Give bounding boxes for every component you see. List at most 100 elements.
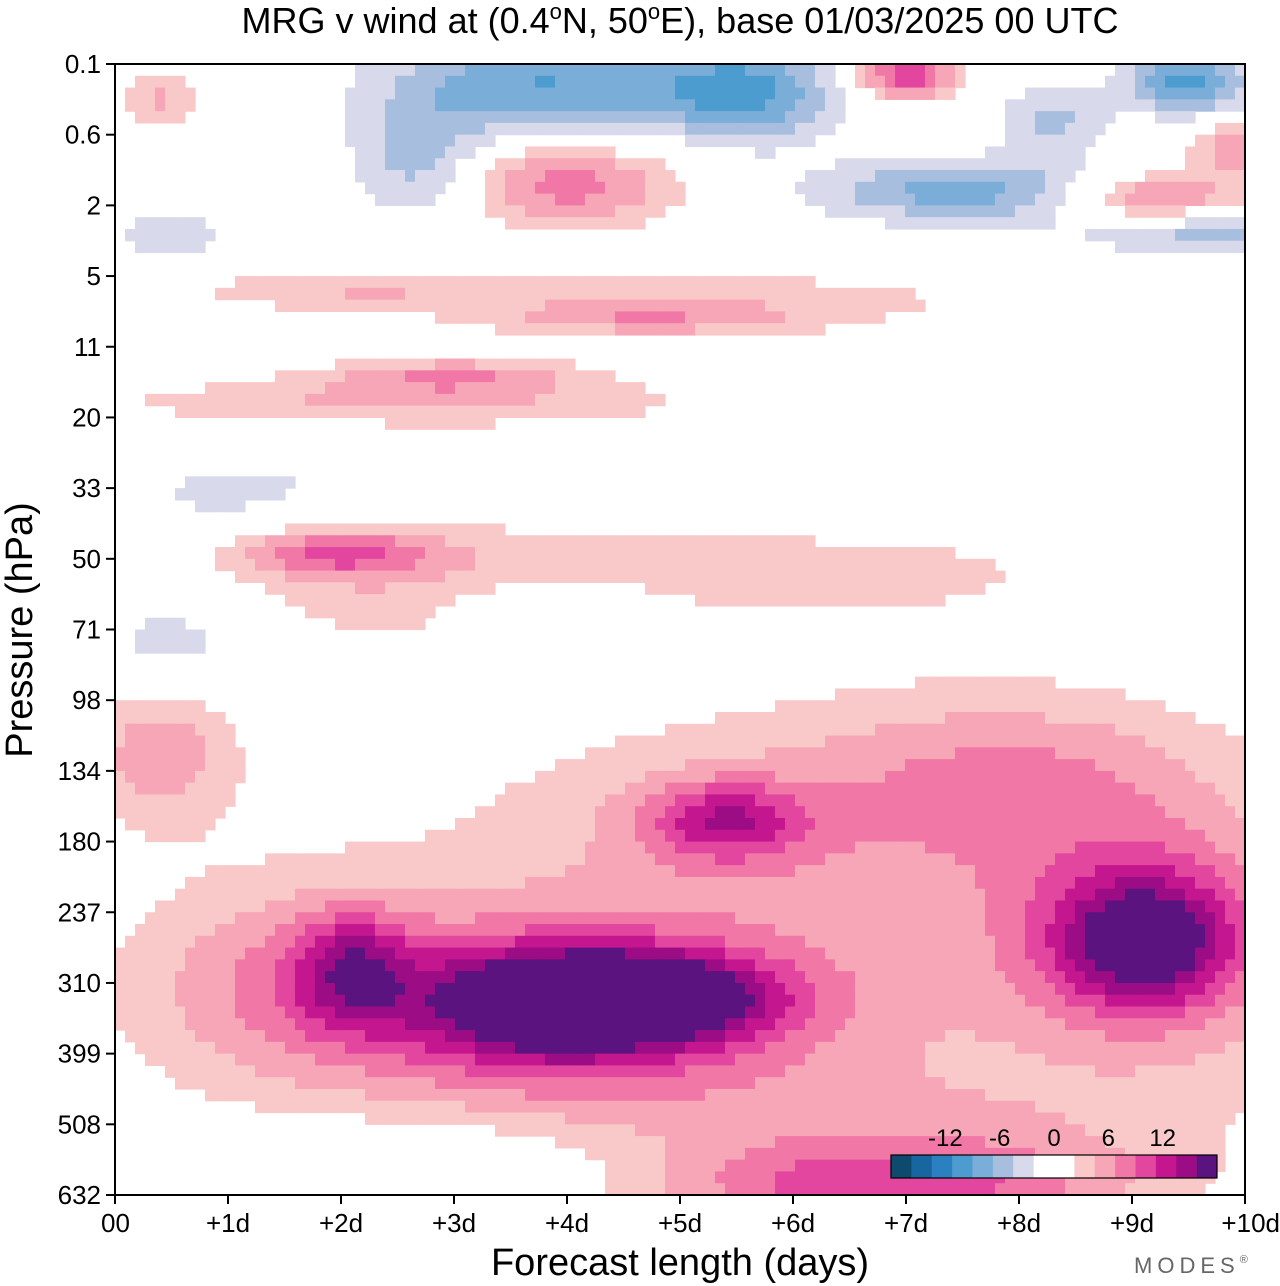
heat-cell (515, 853, 526, 866)
heat-cell (435, 912, 446, 925)
heat-cell (655, 393, 666, 407)
heat-cell (785, 971, 796, 984)
heat-cell (865, 711, 876, 725)
heat-cell (195, 476, 206, 489)
heat-cell (955, 841, 966, 854)
heat-cell (155, 111, 166, 124)
heat-cell (275, 900, 286, 913)
heat-cell (595, 181, 606, 195)
heat-cell (1085, 818, 1096, 831)
heat-cell (505, 299, 516, 313)
heat-cell (195, 1065, 206, 1078)
heat-cell (925, 700, 936, 713)
heat-cell (775, 87, 786, 100)
heat-cell (775, 323, 786, 336)
heat-cell (195, 1053, 206, 1067)
heat-cell (385, 181, 396, 195)
heat-cell (765, 853, 776, 866)
heat-cell (345, 523, 356, 536)
heat-cell (735, 806, 746, 819)
heat-cell (995, 1018, 1006, 1031)
heat-cell (455, 1041, 466, 1055)
heat-cell (125, 747, 136, 760)
heat-cell (815, 558, 826, 572)
heat-cell (1035, 711, 1046, 725)
heat-cell (275, 947, 286, 960)
heat-cell (1215, 806, 1226, 819)
heat-cell (375, 535, 386, 548)
heat-cell (265, 888, 276, 902)
heat-cell (1215, 146, 1226, 159)
heat-cell (345, 971, 356, 984)
heat-cell (525, 971, 536, 984)
heat-cell (935, 570, 946, 583)
heat-cell (415, 605, 426, 619)
heat-cell (825, 287, 836, 301)
heat-cell (1015, 146, 1026, 159)
heat-cell (265, 1030, 276, 1043)
heat-cell (785, 323, 796, 336)
heat-cell (165, 994, 176, 1008)
heat-cell (385, 287, 396, 301)
heat-cell (245, 570, 256, 583)
heat-cell (915, 299, 926, 313)
heat-cell (285, 924, 296, 937)
heat-cell (575, 170, 586, 183)
heat-cell (875, 547, 886, 560)
heat-cell (1165, 1006, 1176, 1019)
heat-cell (995, 794, 1006, 807)
heat-cell (555, 876, 566, 890)
heat-cell (505, 170, 516, 183)
heat-cell (815, 111, 826, 124)
heat-cell (545, 87, 556, 100)
heat-cell (855, 759, 866, 772)
heat-cell (425, 935, 436, 949)
heat-cell (1205, 193, 1216, 206)
heat-cell (885, 1053, 896, 1067)
heat-cell (1045, 876, 1056, 890)
heat-cell (825, 971, 836, 984)
heat-cell (185, 476, 196, 489)
heat-cell (1205, 1006, 1216, 1019)
heat-cell (1115, 735, 1126, 748)
heat-cell (725, 299, 736, 313)
heat-cell (925, 982, 936, 996)
heat-cell (385, 382, 396, 395)
heat-cell (1035, 876, 1046, 890)
heat-cell (515, 971, 526, 984)
heat-cell (805, 735, 816, 748)
heat-cell (1075, 700, 1086, 713)
heat-cell (685, 935, 696, 949)
heat-cell (345, 122, 356, 136)
heat-cell (995, 735, 1006, 748)
heat-cell (425, 287, 436, 301)
heat-cell (1225, 900, 1236, 913)
heat-cell (495, 158, 506, 171)
heat-cell (225, 1030, 236, 1043)
heat-cell (765, 99, 776, 112)
heat-cell (745, 853, 756, 866)
heat-cell (895, 900, 906, 913)
heat-cell (1145, 64, 1156, 77)
heat-cell (505, 311, 516, 324)
heat-cell (565, 170, 576, 183)
heat-cell (265, 535, 276, 548)
heat-cell (1145, 193, 1156, 206)
heat-cell (775, 994, 786, 1008)
heat-cell (325, 982, 336, 996)
heat-cell (405, 99, 416, 112)
heat-cell (575, 759, 586, 772)
heat-cell (765, 900, 776, 913)
heat-cell (295, 1041, 306, 1055)
heat-cell (365, 75, 376, 89)
heat-cell (1205, 181, 1216, 195)
heat-cell (865, 770, 876, 784)
heat-cell (555, 358, 566, 371)
heat-cell (835, 982, 846, 996)
heat-cell (835, 170, 846, 183)
heat-cell (315, 382, 326, 395)
heat-cell (1225, 841, 1236, 854)
heat-cell (585, 205, 596, 218)
heat-cell (335, 393, 346, 407)
heat-cell (1145, 971, 1156, 984)
